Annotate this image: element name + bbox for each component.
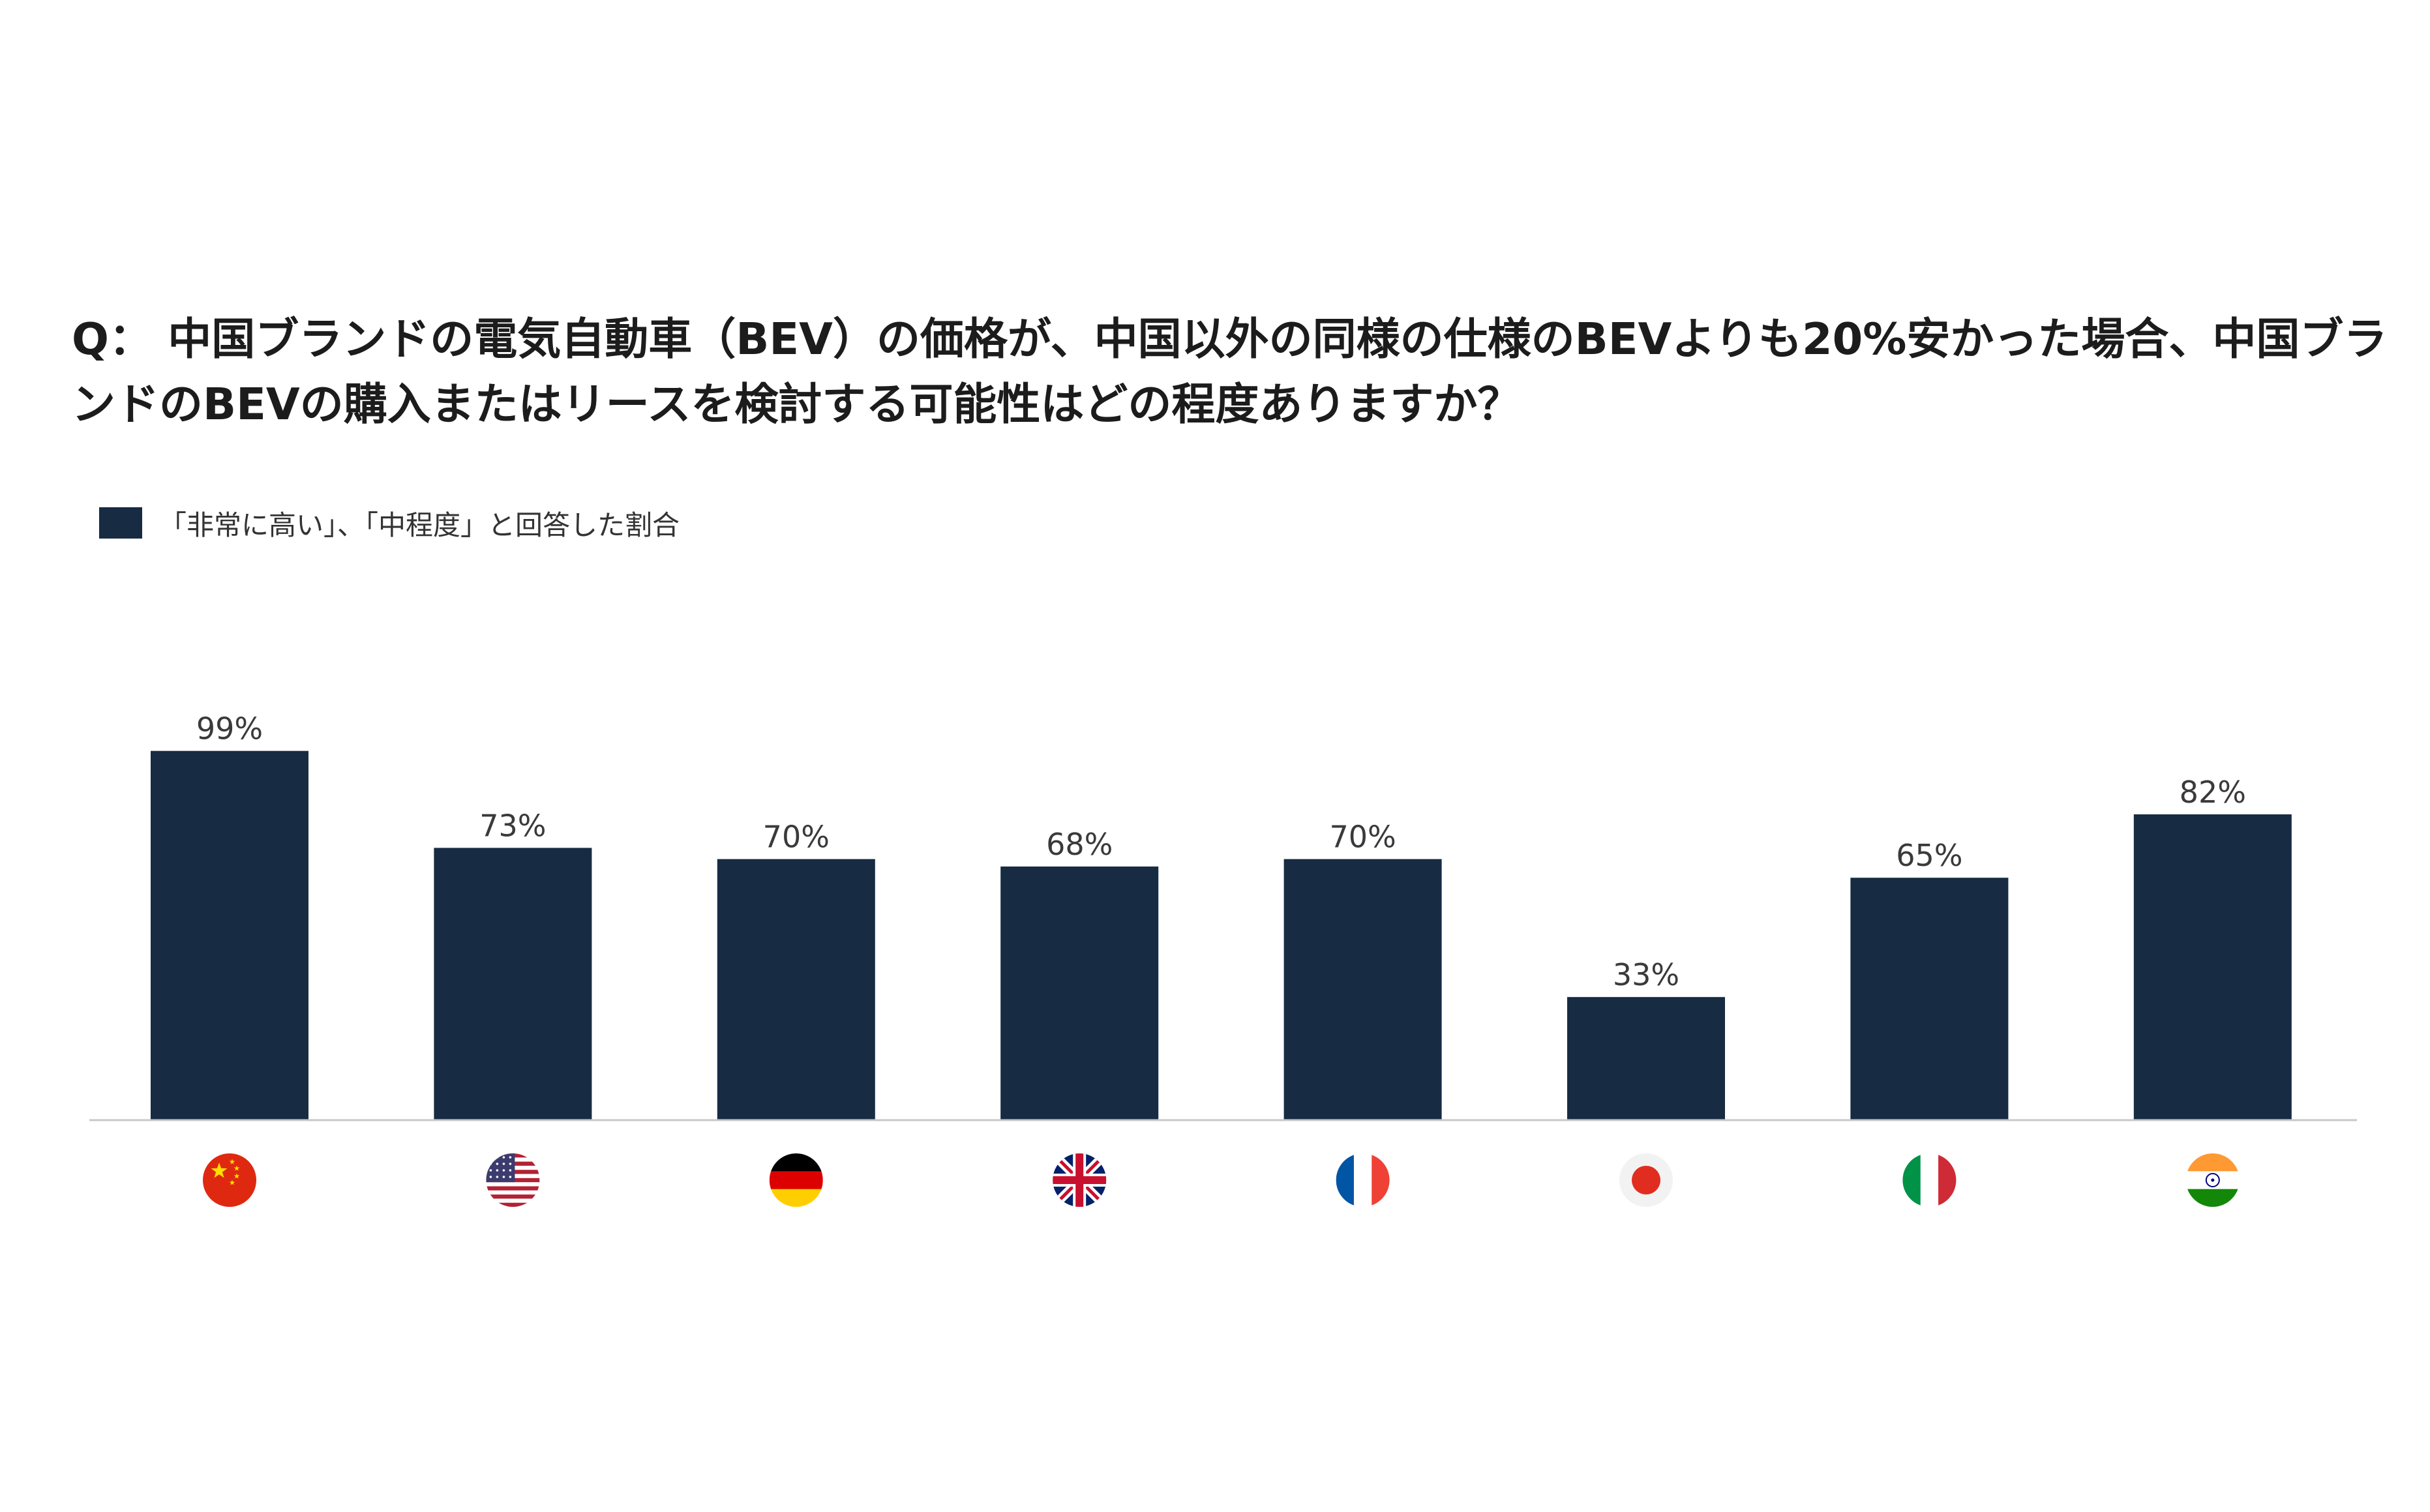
flags-layer: [203, 1153, 2240, 1207]
value-labels-layer: 99% 73% 70% 68% 70% 33% 65% 82%: [196, 711, 2246, 993]
india-flag-icon: [2185, 1153, 2240, 1207]
bar-china: [151, 750, 308, 1120]
bars-layer: [151, 750, 2292, 1120]
bar-italy: [1850, 878, 2009, 1120]
bar-uk: [1000, 867, 1159, 1120]
bar-japan: [1567, 997, 1725, 1120]
bar-india: [2133, 814, 2292, 1120]
value-label-germany: 70%: [763, 820, 830, 855]
value-label-india: 82%: [2180, 775, 2246, 810]
value-label-uk: 68%: [1046, 827, 1113, 862]
japan-flag-icon: [1619, 1153, 1673, 1207]
china-flag-icon: [203, 1153, 256, 1207]
value-label-china: 99%: [196, 711, 263, 747]
bar-germany: [717, 859, 875, 1120]
italy-flag-icon: [1902, 1153, 1957, 1207]
usa-flag-icon: [486, 1153, 540, 1207]
value-label-japan: 33%: [1613, 957, 1679, 992]
chart-title: Q： 中国ブランドの電気自動車（BEV）の価格が、中国以外の同様の仕様のBEVよ…: [72, 314, 2388, 430]
france-flag-icon: [1336, 1153, 1390, 1207]
value-label-italy: 65%: [1896, 838, 1962, 873]
legend: 「非常に高い」、「中程度」と回答した割合: [99, 503, 680, 542]
bar-france: [1283, 859, 1442, 1120]
germany-flag-icon: [769, 1153, 823, 1207]
value-label-usa: 73%: [479, 808, 546, 843]
value-label-france: 70%: [1329, 820, 1396, 855]
uk-flag-icon: [1053, 1153, 1107, 1207]
legend-label: 「非常に高い」、「中程度」と回答した割合: [159, 509, 680, 541]
legend-swatch: [99, 507, 142, 539]
bar-usa: [434, 848, 592, 1120]
